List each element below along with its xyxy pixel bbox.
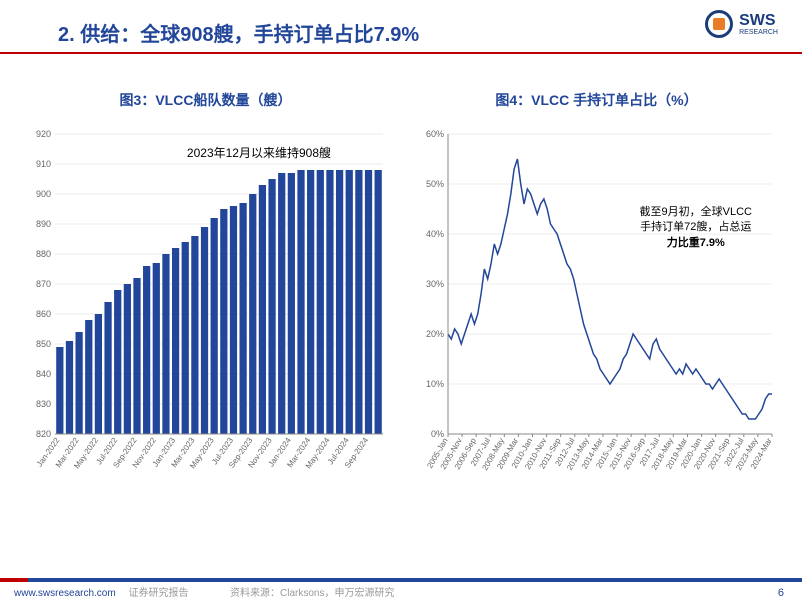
footer-source: 资料来源：Clarksons，申万宏源研究 [230, 584, 394, 599]
svg-text:910: 910 [35, 159, 50, 169]
chart3-annotation: 2023年12月以来维持908艘 [187, 144, 331, 161]
svg-text:920: 920 [35, 129, 50, 139]
chart4-annotation-l3: 力比重7.9% [667, 237, 725, 249]
logo-text: SWS [739, 13, 778, 29]
svg-text:840: 840 [35, 369, 50, 379]
logo-icon [705, 10, 733, 38]
chart3-block: 图3：VLCC船队数量（艘） 2023年12月以来维持908艘 820 830 84… [20, 90, 391, 524]
footer-url: www.swsresearch.com [14, 588, 116, 599]
svg-text:860: 860 [35, 309, 50, 319]
svg-text:60%: 60% [425, 129, 443, 139]
page-title: 2. 供给：全球908艘，手持订单占比7.9% [58, 18, 419, 47]
footer-left: www.swsresearch.com 证券研究报告 [14, 584, 188, 599]
svg-text:10%: 10% [425, 379, 443, 389]
header-divider [0, 52, 802, 54]
svg-text:900: 900 [35, 189, 50, 199]
chart4-block: 图4：VLCC 手持订单占比（%） 截至9月初，全球VLCC 手持订单72艘，占… [411, 90, 782, 524]
logo: SWS RESEARCH [705, 10, 778, 38]
svg-text:830: 830 [35, 399, 50, 409]
svg-text:850: 850 [35, 339, 50, 349]
footer-band-red [0, 578, 28, 582]
chart4-annotation: 截至9月初，全球VLCC 手持订单72艘，占总运 力比重7.9% [640, 205, 752, 251]
svg-text:40%: 40% [425, 229, 443, 239]
chart4-annotation-l2: 手持订单72艘，占总运 [640, 221, 751, 233]
chart3-title: 图3：VLCC船队数量（艘） [20, 90, 391, 110]
svg-text:20%: 20% [425, 329, 443, 339]
svg-text:30%: 30% [425, 279, 443, 289]
footer-report: 证券研究报告 [128, 588, 188, 599]
svg-text:820: 820 [35, 429, 50, 439]
chart4-svg: 0%10%20%30%40%50%60%2005-Jan2005-Nov2006… [412, 124, 782, 524]
svg-text:50%: 50% [425, 179, 443, 189]
chart4-annotation-l1: 截至9月初，全球VLCC [640, 206, 752, 218]
chart3-svg: 820830840850860870880890900910920Jan-202… [21, 124, 391, 524]
content: 图3：VLCC船队数量（艘） 2023年12月以来维持908艘 820 830 84… [0, 60, 802, 524]
chart4-title: 图4：VLCC 手持订单占比（%） [411, 90, 782, 110]
footer-page: 6 [778, 587, 784, 599]
svg-text:870: 870 [35, 279, 50, 289]
svg-text:880: 880 [35, 249, 50, 259]
header: 2. 供给：全球908艘，手持订单占比7.9% SWS RESEARCH [0, 0, 802, 60]
footer-band [0, 578, 802, 582]
logo-subtext: RESEARCH [739, 29, 778, 36]
footer: www.swsresearch.com 证券研究报告 资料来源：Clarkson… [0, 570, 802, 602]
svg-text:890: 890 [35, 219, 50, 229]
